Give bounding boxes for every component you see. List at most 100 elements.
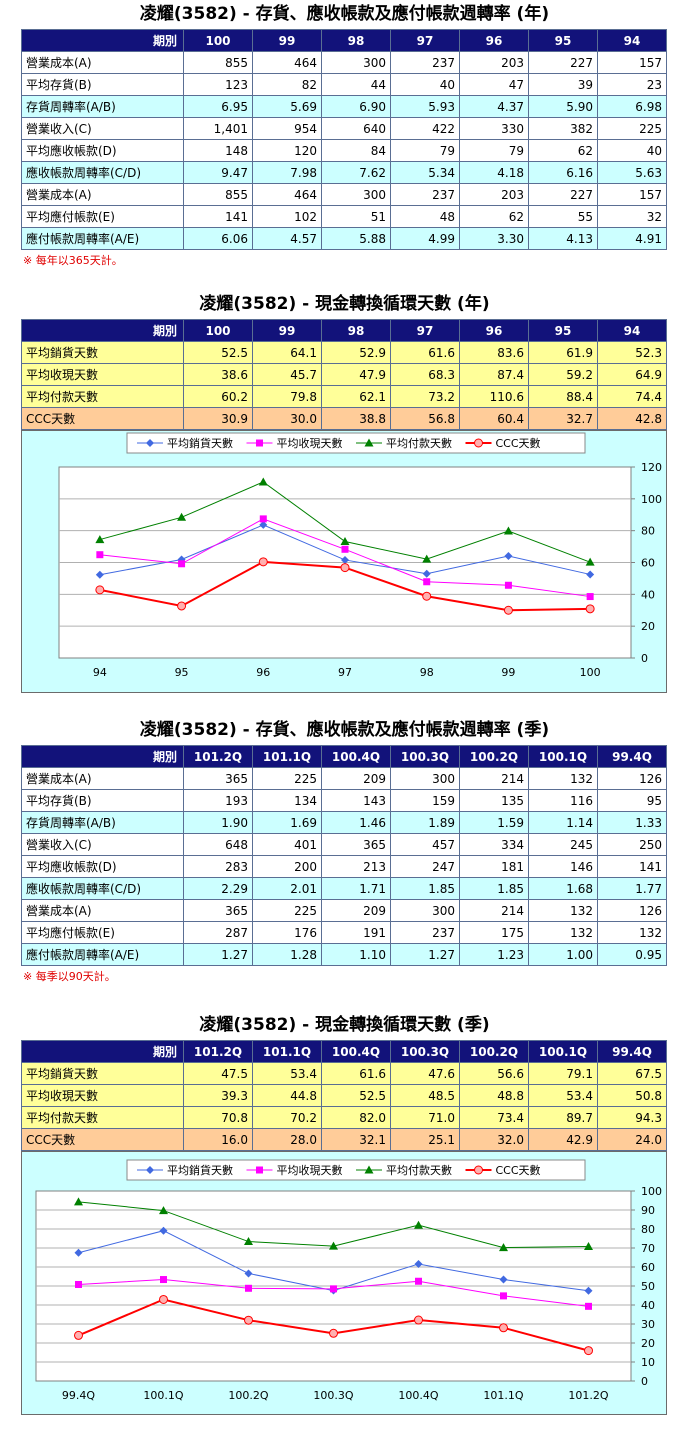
period-cell: 99 (252, 319, 322, 342)
y-tick-label: 20 (641, 1337, 655, 1350)
triangle-marker (364, 438, 374, 447)
table-cell: 1.10 (321, 943, 391, 966)
table-cell: 61.6 (321, 1062, 391, 1085)
quarterly-ccc-section: 凌耀(3582) - 現金轉換循環天數 (季) 期別 101.2Q 101.1Q… (0, 1013, 689, 1415)
table-cell: 0.95 (597, 943, 667, 966)
annual-ccc-section: 凌耀(3582) - 現金轉換循環天數 (年) 期別 100 99 98 97 … (0, 292, 689, 693)
table-cell: 1.90 (183, 811, 253, 834)
quarterly-note: ※ 每季以90天計。 (23, 970, 116, 983)
x-tick-label: 96 (256, 666, 270, 679)
table-cell: 1.28 (252, 943, 322, 966)
period-header: 期別 (21, 319, 184, 342)
table-cell: 61.6 (390, 341, 460, 364)
diamond-marker (244, 1269, 253, 1278)
triangle-marker (340, 536, 350, 545)
table-cell: 225 (597, 117, 667, 140)
table-cell: 300 (390, 899, 460, 922)
table-cell: 141 (597, 855, 667, 878)
table-cell: 32.0 (459, 1128, 529, 1151)
y-tick-label: 30 (641, 1318, 655, 1331)
legend-label: CCC天數 (496, 1164, 541, 1177)
table-cell: 365 (321, 833, 391, 856)
table-cell: 7.98 (252, 161, 322, 184)
diamond-marker (74, 1248, 83, 1257)
table-cell: 1.27 (390, 943, 460, 966)
table-cell: 62 (528, 139, 598, 162)
diamond-marker (504, 551, 513, 560)
square-marker (245, 1284, 252, 1292)
period-cell: 94 (597, 29, 667, 52)
table-cell: 1.14 (528, 811, 598, 834)
table-cell: 422 (390, 117, 460, 140)
row-label: 應付帳款周轉率(A/E) (21, 227, 184, 250)
diamond-marker (259, 520, 268, 529)
y-tick-label: 100 (641, 1185, 662, 1198)
period-header: 期別 (21, 29, 184, 52)
x-tick-label: 100.1Q (143, 1389, 183, 1402)
table-cell: 141 (183, 205, 253, 228)
table-row: CCC天數 30.9 30.0 38.8 56.8 60.4 32.7 42.8 (21, 407, 667, 430)
table-cell: 300 (390, 767, 460, 790)
period-cell: 98 (321, 319, 391, 342)
circle-marker (499, 1323, 508, 1333)
table-cell: 193 (183, 789, 253, 812)
table-cell: 225 (252, 899, 322, 922)
table-cell: 30.9 (183, 407, 253, 430)
table-cell: 237 (390, 51, 460, 74)
annual-ccc-title: 凌耀(3582) - 現金轉換循環天數 (年) (199, 294, 490, 314)
table-cell: 64.9 (597, 363, 667, 386)
row-label: 營業成本(A) (21, 183, 184, 206)
series-3 (95, 557, 595, 615)
y-tick-label: 80 (641, 1223, 655, 1236)
period-cell: 100.3Q (390, 1040, 460, 1063)
table-cell: 4.13 (528, 227, 598, 250)
table-cell: 1.59 (459, 811, 529, 834)
table-cell: 62 (459, 205, 529, 228)
row-label: 營業成本(A) (21, 899, 184, 922)
table-cell: 126 (597, 899, 667, 922)
table-cell: 209 (321, 899, 391, 922)
table-cell: 287 (183, 921, 253, 944)
row-label: CCC天數 (21, 407, 184, 430)
table-cell: 245 (528, 833, 598, 856)
table-cell: 47 (459, 73, 529, 96)
table-cell: 132 (528, 767, 598, 790)
square-marker (415, 1277, 422, 1285)
circle-marker (585, 604, 595, 614)
legend: 平均銷貨天數 平均收現天數 平均付款天數 CCC天數 (126, 1159, 586, 1181)
table-row: 應付帳款周轉率(A/E) 6.06 4.57 5.88 4.99 3.30 4.13 4.91 (21, 227, 667, 250)
row-label: 存貨周轉率(A/B) (21, 95, 184, 118)
table-row: 平均付款天數 70.8 70.2 82.0 71.0 73.4 89.7 94.3 (21, 1106, 667, 1129)
table-cell: 227 (528, 51, 598, 74)
period-cell: 100.4Q (321, 745, 391, 768)
table-cell: 44 (321, 73, 391, 96)
table-cell: 1.46 (321, 811, 391, 834)
table-cell: 1.27 (183, 943, 253, 966)
table-cell: 123 (183, 73, 253, 96)
triangle-marker (244, 1237, 253, 1246)
table-cell: 1.00 (528, 943, 598, 966)
table-cell: 365 (183, 899, 253, 922)
row-label: 平均銷貨天數 (21, 341, 184, 364)
table-row: 營業收入(C) 648 401 365 457 334 245 250 (21, 833, 667, 856)
table-cell: 16.0 (183, 1128, 253, 1151)
row-label: 應付帳款周轉率(A/E) (21, 943, 184, 966)
y-tick-label: 70 (641, 1242, 655, 1255)
table-cell: 6.90 (321, 95, 391, 118)
period-cell: 96 (459, 29, 529, 52)
triangle-marker (159, 1206, 168, 1215)
square-marker (586, 593, 594, 601)
square-marker (178, 560, 186, 568)
table-header-row: 期別 100 99 98 97 96 95 94 (21, 29, 667, 52)
circle-marker (159, 1294, 168, 1304)
row-label: 平均付款天數 (21, 385, 184, 408)
legend-item: CCC天數 (465, 1164, 541, 1177)
table-cell: 237 (390, 183, 460, 206)
quarterly-turnover-section: 凌耀(3582) - 存貨、應收帳款及應付帳款週轉率 (季) 期別 101.2Q… (0, 718, 689, 985)
table-cell: 855 (183, 51, 253, 74)
table-row: 應收帳款周轉率(C/D) 9.47 7.98 7.62 5.34 4.18 6.16 5.63 (21, 161, 667, 184)
series-1 (96, 515, 594, 601)
row-label: 平均銷貨天數 (21, 1062, 184, 1085)
table-cell: 134 (252, 789, 322, 812)
annual-turnover-table: 期別 100 99 98 97 96 95 94 營業成本(A) 855 464 30… (21, 29, 667, 250)
